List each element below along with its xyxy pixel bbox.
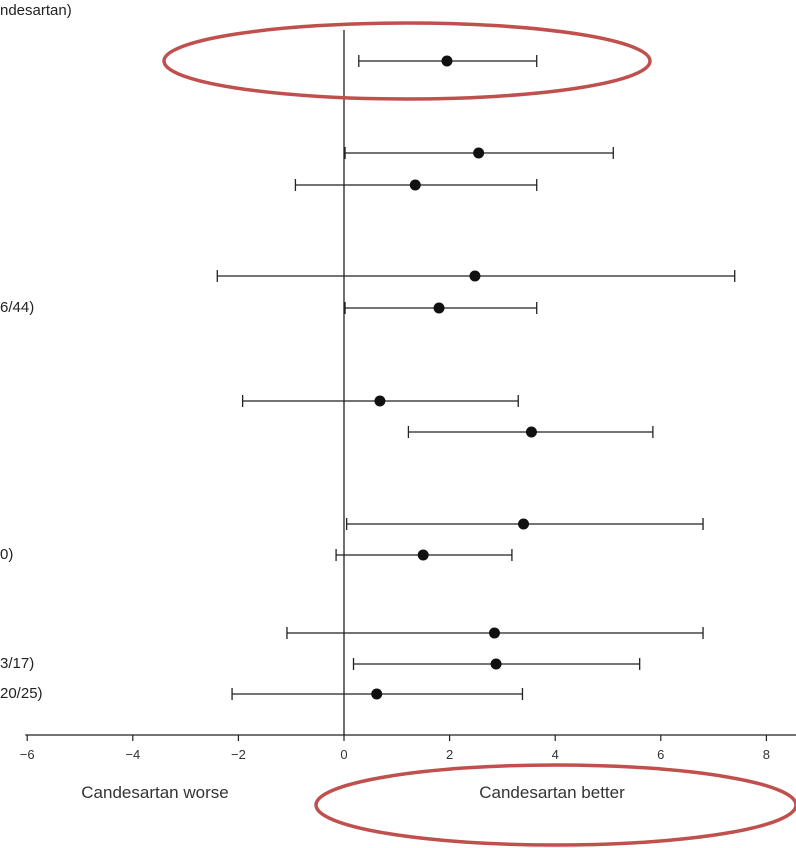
axis-layer: −6 −4 −2 0 2 4 6 8 [20, 30, 796, 762]
header-fragment-label: ndesartan) [0, 2, 72, 19]
forest-row [352, 658, 641, 670]
x-tick-label: −2 [231, 747, 246, 762]
forest-row [241, 395, 519, 407]
forest-row [344, 302, 538, 314]
point-estimate [490, 658, 502, 670]
x-tick-label: 2 [446, 747, 453, 762]
highlight-ellipse-top [162, 21, 652, 101]
forest-row [216, 270, 736, 282]
forest-row [286, 627, 704, 639]
row-label: 6/44) [0, 299, 35, 316]
point-estimate [525, 426, 537, 438]
direction-label-layer: Candesartan worse Candesartan better [81, 783, 625, 802]
row-label: 0) [0, 546, 14, 563]
point-estimate [433, 302, 445, 314]
x-tick-label: 8 [763, 747, 770, 762]
rows-layer [216, 55, 736, 700]
direction-label-better: Candesartan better [479, 783, 625, 802]
x-tick-label: 6 [657, 747, 664, 762]
forest-row [231, 688, 524, 700]
forest-row [335, 549, 513, 561]
point-estimate [371, 688, 383, 700]
forest-row [358, 55, 538, 67]
highlight-layer [162, 21, 796, 847]
point-estimate [518, 518, 530, 530]
forest-row [344, 147, 614, 159]
point-estimate [488, 627, 500, 639]
point-estimate [374, 395, 386, 407]
x-tick-label: 0 [340, 747, 347, 762]
forest-row [407, 426, 654, 438]
highlight-ellipse-bottom [314, 763, 796, 847]
point-estimate [473, 147, 485, 159]
x-tick-label: 4 [552, 747, 559, 762]
x-tick-label: −4 [125, 747, 140, 762]
point-estimate [409, 179, 421, 191]
point-estimate [417, 549, 429, 561]
row-label: 3/17) [0, 655, 35, 672]
forest-row [345, 518, 704, 530]
x-tick-label: −6 [20, 747, 35, 762]
direction-label-worse: Candesartan worse [81, 783, 228, 802]
row-label: 20/25) [0, 685, 43, 702]
point-estimate [469, 270, 481, 282]
point-estimate [441, 55, 453, 67]
forest-row [294, 179, 538, 191]
